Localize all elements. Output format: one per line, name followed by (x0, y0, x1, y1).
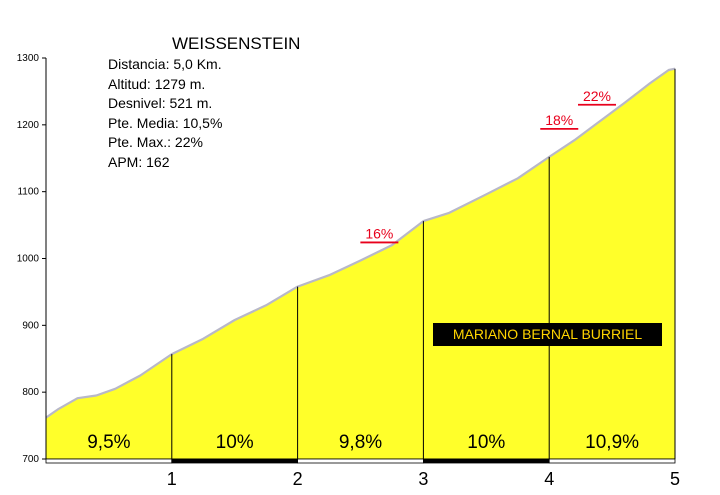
chart-title: WEISSENSTEIN (172, 34, 301, 53)
y-tick-label: 1000 (17, 254, 40, 265)
stat-average-gradient: Pte. Media: 10,5% (108, 114, 223, 131)
max-gradient-label: 22% (583, 88, 611, 104)
x-axis-km-bar (297, 458, 424, 464)
segment-gradient-label: 10% (467, 432, 505, 453)
max-gradient-label: 16% (365, 225, 393, 241)
x-axis-km-bar (548, 458, 676, 464)
max-gradient-label: 18% (545, 112, 573, 128)
profile-line (45, 67, 676, 419)
y-tick-label: 1200 (17, 120, 40, 131)
stat-max-gradient: Pte. Max.: 22% (108, 134, 203, 151)
segment-gradient-label: 9,8% (339, 432, 382, 453)
stat-elevation-gain: Desnivel: 521 m. (108, 95, 213, 112)
x-tick-label: 4 (544, 469, 554, 489)
segment-gradient-label: 10,9% (585, 432, 639, 453)
stat-distance: Distancia: 5,0 Km. (108, 56, 222, 72)
stats-block: Distancia: 5,0 Km. Altitud: 1279 m. Desn… (108, 55, 222, 173)
x-tick-label: 1 (167, 469, 177, 489)
y-tick-label: 800 (22, 387, 39, 398)
author-label: MARIANO BERNAL BURRIEL (433, 323, 662, 346)
y-tick-label: 1100 (17, 187, 39, 198)
segment-gradient-label: 9,5% (87, 432, 130, 453)
segment-gradient-label: 10% (216, 432, 254, 453)
profile-area (46, 68, 675, 459)
y-tick-label: 1300 (17, 53, 40, 64)
stat-apm: APM: 162 (108, 153, 170, 170)
x-tick-label: 3 (418, 469, 428, 489)
x-tick-label: 5 (670, 469, 680, 489)
x-axis-km-bar (422, 458, 550, 464)
stat-altitude: Altitud: 1279 m. (108, 75, 206, 92)
y-tick-label: 900 (22, 320, 39, 331)
y-tick-label: 700 (22, 454, 39, 465)
x-tick-label: 2 (293, 469, 303, 489)
x-axis-km-bar (45, 458, 173, 464)
x-axis-km-bar (171, 458, 299, 464)
